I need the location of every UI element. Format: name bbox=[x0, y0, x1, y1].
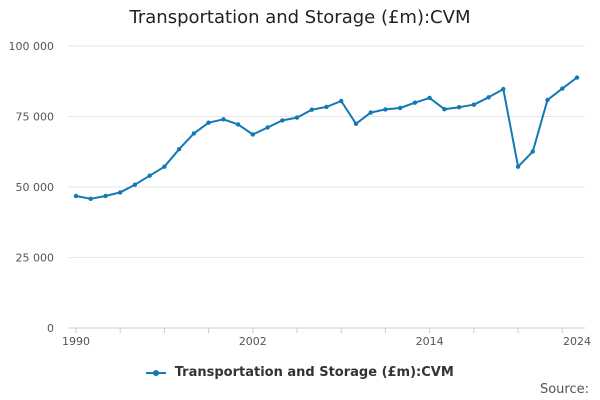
y-axis-labels: 0 25 000 50 000 75 000 100 000 bbox=[9, 40, 55, 335]
legend-label: Transportation and Storage (£m):CVM bbox=[174, 365, 454, 380]
data-point-1994[interactable] bbox=[132, 182, 138, 187]
data-point-2008[interactable] bbox=[339, 98, 344, 104]
legend-swatch-dot bbox=[153, 369, 160, 376]
data-point-1997[interactable] bbox=[176, 147, 182, 152]
data-point-2018[interactable] bbox=[486, 95, 491, 100]
y-tick-label-100000: 100 000 bbox=[9, 40, 55, 53]
data-point-2001[interactable] bbox=[235, 122, 241, 127]
series-layer bbox=[73, 75, 580, 201]
data-point-1991[interactable] bbox=[88, 196, 93, 201]
data-point-2022[interactable] bbox=[545, 97, 550, 103]
data-point-1992[interactable] bbox=[103, 193, 108, 199]
y-tick-label-75000: 75 000 bbox=[16, 111, 55, 124]
data-point-2009[interactable] bbox=[353, 121, 359, 127]
x-tick-label-2002: 2002 bbox=[239, 335, 267, 348]
legend[interactable]: Transportation and Storage (£m):CVM bbox=[0, 365, 600, 380]
source-label: Source: bbox=[539, 382, 589, 397]
x-tick-label-1990: 1990 bbox=[62, 335, 90, 348]
data-point-2017[interactable] bbox=[471, 102, 477, 107]
data-point-1990[interactable] bbox=[73, 193, 79, 199]
y-tick-label-25000: 25 000 bbox=[16, 252, 55, 265]
chart-title: Transportation and Storage (£m):CVM bbox=[129, 7, 471, 28]
data-point-2021[interactable] bbox=[530, 149, 535, 154]
x-axis bbox=[75, 328, 563, 333]
data-point-2011[interactable] bbox=[383, 107, 388, 112]
data-point-1998[interactable] bbox=[191, 131, 197, 136]
data-point-2020[interactable] bbox=[515, 164, 521, 169]
data-point-2019[interactable] bbox=[501, 86, 506, 92]
data-point-2000[interactable] bbox=[221, 117, 226, 122]
data-point-2007[interactable] bbox=[324, 104, 329, 110]
data-point-2015[interactable] bbox=[442, 107, 447, 112]
data-point-2016[interactable] bbox=[456, 105, 462, 110]
data-point-2023[interactable] bbox=[560, 86, 565, 91]
data-point-2013[interactable] bbox=[412, 100, 418, 105]
x-axis-labels: 1990 2002 2014 2024 bbox=[62, 335, 591, 348]
data-point-2014[interactable] bbox=[427, 95, 432, 101]
data-point-2006[interactable] bbox=[309, 107, 314, 112]
series-line-0 bbox=[75, 76, 578, 200]
legend-swatch bbox=[146, 368, 167, 378]
gridlines bbox=[68, 45, 585, 329]
data-point-2003[interactable] bbox=[265, 125, 270, 130]
y-tick-label-50000: 50 000 bbox=[16, 181, 55, 194]
data-point-1999[interactable] bbox=[206, 120, 211, 125]
data-point-1996[interactable] bbox=[162, 164, 167, 169]
data-point-2005[interactable] bbox=[294, 115, 300, 120]
data-point-2012[interactable] bbox=[398, 105, 403, 111]
data-point-2004[interactable] bbox=[280, 118, 285, 123]
data-point-1995[interactable] bbox=[147, 173, 152, 178]
y-tick-label-0: 0 bbox=[47, 322, 54, 335]
data-point-2002[interactable] bbox=[250, 132, 255, 137]
data-point-2024[interactable] bbox=[574, 75, 580, 80]
x-tick-label-2014: 2014 bbox=[416, 335, 444, 348]
data-point-1993[interactable] bbox=[118, 190, 123, 195]
data-point-2010[interactable] bbox=[368, 110, 373, 115]
x-tick-label-2024: 2024 bbox=[563, 335, 591, 348]
